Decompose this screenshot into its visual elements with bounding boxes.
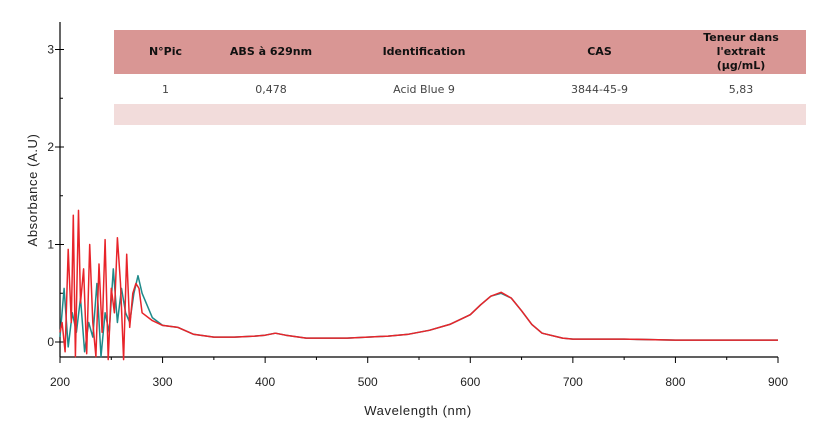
- y-tick-label: 2: [47, 140, 54, 154]
- x-tick-label: 600: [460, 375, 480, 389]
- series-line-2: [59, 209, 778, 361]
- x-tick-label: 300: [153, 375, 173, 389]
- x-tick-label: 500: [358, 375, 378, 389]
- y-tick-label: 0: [47, 335, 54, 349]
- header-content: Teneur dans l'extrait (µg/mL): [676, 30, 806, 74]
- cell-content: 5,83: [676, 74, 806, 104]
- header-cas: CAS: [523, 30, 676, 74]
- chart-series: [59, 209, 778, 361]
- table-header-row: N°Pic ABS à 629nm Identification CAS Ten…: [114, 30, 806, 74]
- x-tick-label: 800: [665, 375, 685, 389]
- x-tick-label: 400: [255, 375, 275, 389]
- y-tick-label: 1: [47, 238, 54, 252]
- y-tick-label: 3: [47, 43, 54, 57]
- header-absorbance: ABS à 629nm: [217, 30, 325, 74]
- cell-identification: Acid Blue 9: [325, 74, 523, 104]
- header-identification: Identification: [325, 30, 523, 74]
- x-tick-label: 900: [768, 375, 788, 389]
- cell-cas: 3844-45-9: [523, 74, 676, 104]
- header-content-line2: (µg/mL): [716, 59, 766, 72]
- cell-absorbance: 0,478: [217, 74, 325, 104]
- chart-ticks: 200 300 400 500 600 700 800 900 0 1 2 3: [47, 43, 788, 390]
- x-tick-label: 200: [50, 375, 70, 389]
- empty-row-cell: [114, 104, 806, 125]
- header-peak-number: N°Pic: [114, 30, 217, 74]
- x-tick-label: 700: [563, 375, 583, 389]
- x-axis-title: Wavelength (nm): [364, 403, 472, 418]
- cell-peak-number: 1: [114, 74, 217, 104]
- y-axis-title: Absorbance (A.U): [25, 134, 40, 247]
- header-content-line1: Teneur dans l'extrait: [703, 31, 779, 58]
- series-line-1: [59, 268, 778, 358]
- table-row: 1 0,478 Acid Blue 9 3844-45-9 5,83: [114, 74, 806, 104]
- results-table: N°Pic ABS à 629nm Identification CAS Ten…: [114, 30, 806, 125]
- table-empty-row: [114, 104, 806, 125]
